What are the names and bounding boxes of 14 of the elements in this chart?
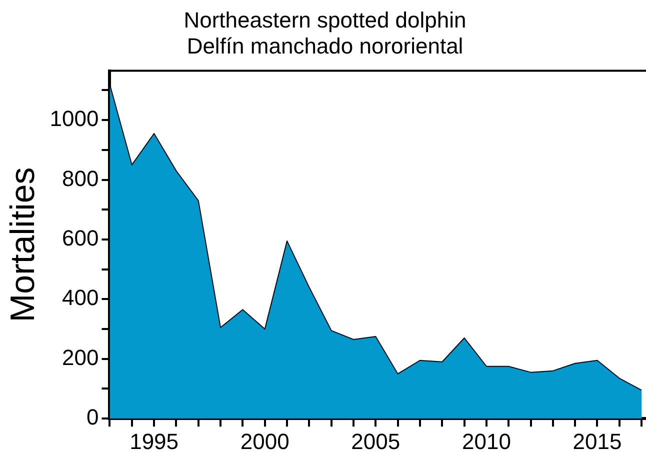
x-tick-label: 2000 [240, 428, 290, 454]
text: Northeastern spotted dolphin [184, 7, 466, 32]
y-tick-label: 0 [86, 404, 99, 430]
x-tick-label: 2010 [462, 428, 511, 454]
y-tick-label: 800 [62, 166, 99, 191]
y-tick-label: 400 [62, 285, 99, 310]
x-tick-label: 2005 [351, 428, 400, 454]
y-tick-label: 200 [62, 344, 99, 370]
y-tick-label: 600 [62, 226, 99, 251]
x-tick-label: 1995 [130, 428, 179, 454]
y-axis-title: Mortalities [4, 167, 42, 322]
y-tick-label: 1000 [50, 106, 99, 132]
x-tick-label: 2015 [572, 428, 622, 454]
text: Delfín manchado nororiental [186, 34, 464, 59]
